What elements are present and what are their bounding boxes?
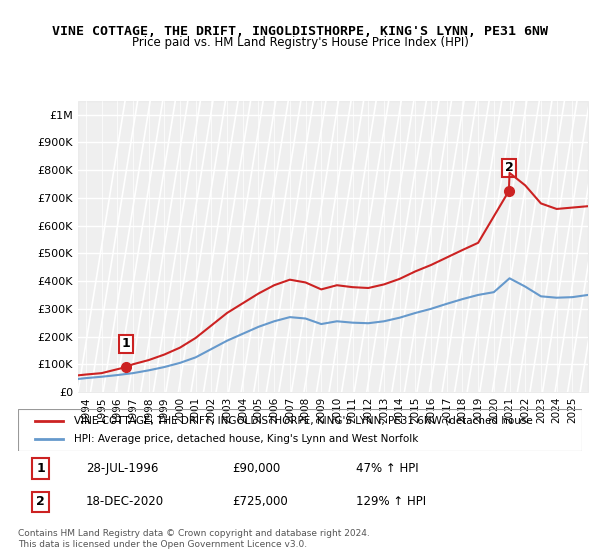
- Text: 2: 2: [36, 496, 45, 508]
- Text: 28-JUL-1996: 28-JUL-1996: [86, 462, 158, 475]
- Text: 129% ↑ HPI: 129% ↑ HPI: [356, 496, 427, 508]
- Text: HPI: Average price, detached house, King's Lynn and West Norfolk: HPI: Average price, detached house, King…: [74, 434, 419, 444]
- Text: 47% ↑ HPI: 47% ↑ HPI: [356, 462, 419, 475]
- Text: VINE COTTAGE, THE DRIFT, INGOLDISTHORPE, KING'S LYNN, PE31 6NW: VINE COTTAGE, THE DRIFT, INGOLDISTHORPE,…: [52, 25, 548, 38]
- Text: 1: 1: [36, 462, 45, 475]
- Text: £725,000: £725,000: [232, 496, 288, 508]
- Text: 2: 2: [505, 161, 513, 174]
- Text: Contains HM Land Registry data © Crown copyright and database right 2024.
This d: Contains HM Land Registry data © Crown c…: [18, 529, 370, 549]
- Text: 1: 1: [122, 337, 131, 351]
- Text: £90,000: £90,000: [232, 462, 281, 475]
- Text: VINE COTTAGE, THE DRIFT, INGOLDISTHORPE, KING'S LYNN, PE31 6NW (detached house: VINE COTTAGE, THE DRIFT, INGOLDISTHORPE,…: [74, 416, 533, 426]
- Text: Price paid vs. HM Land Registry's House Price Index (HPI): Price paid vs. HM Land Registry's House …: [131, 36, 469, 49]
- Text: 18-DEC-2020: 18-DEC-2020: [86, 496, 164, 508]
